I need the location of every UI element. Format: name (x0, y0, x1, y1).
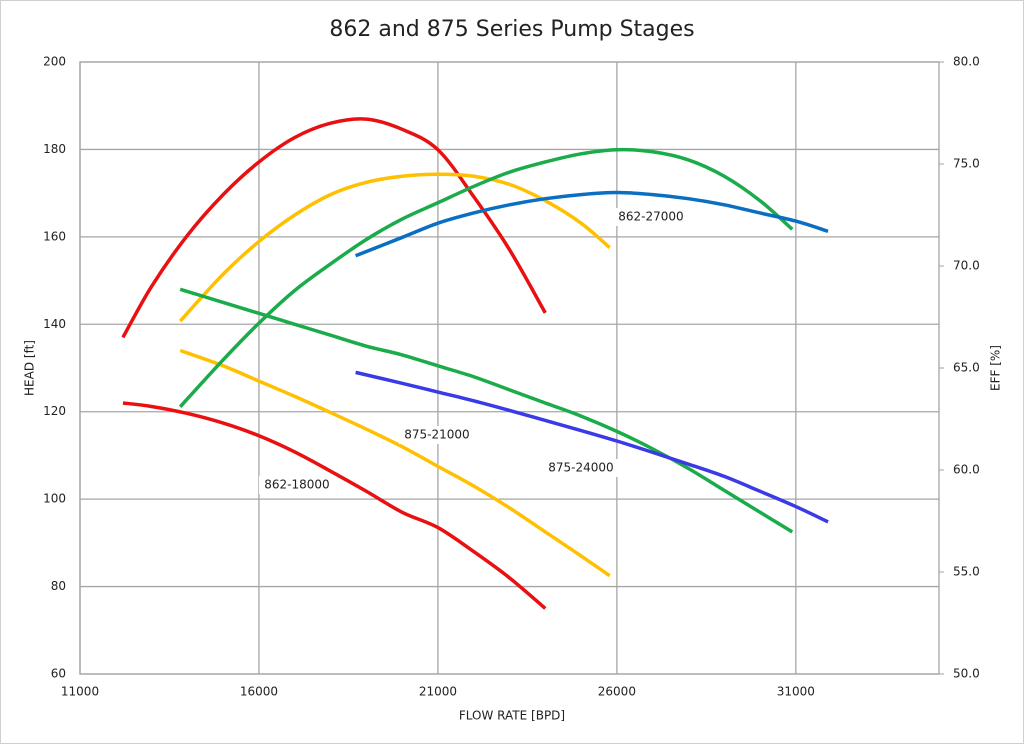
series-line (122, 401, 547, 610)
series-line (179, 287, 794, 534)
y-tick-label: 200 (43, 55, 66, 69)
y2-tick-label: 55.0 (953, 565, 980, 579)
series-line (355, 370, 829, 524)
series-line (179, 348, 611, 578)
y2-tick-label: 50.0 (953, 667, 980, 681)
x-axis-title: FLOW RATE [BPD] (459, 709, 565, 723)
chart-title: 862 and 875 Series Pump Stages (329, 17, 694, 42)
series-label: 875-24000 (548, 461, 613, 475)
y2-tick-label: 70.0 (953, 259, 980, 273)
y2-tick-label: 80.0 (953, 55, 980, 69)
series-line (178, 147, 794, 408)
label-background (399, 426, 475, 444)
y-axis-title: HEAD [ft] (23, 340, 37, 396)
y-tick-label: 120 (43, 404, 66, 418)
y2-tick-label: 75.0 (953, 157, 980, 171)
series-line (354, 190, 829, 258)
plot-frame (79, 61, 940, 675)
label-background (613, 208, 689, 226)
label-background (543, 459, 619, 477)
y2-axis-title: EFF [%] (989, 345, 1003, 391)
series-line (178, 172, 611, 323)
x-tick-label: 21000 (419, 685, 457, 699)
y2-tick-label: 65.0 (953, 361, 980, 375)
label-background (259, 476, 335, 494)
y-tick-label: 100 (43, 492, 66, 506)
series-line (121, 117, 547, 339)
x-tick-label: 31000 (777, 685, 815, 699)
y-tick-label: 140 (43, 317, 66, 331)
y-tick-label: 80 (51, 579, 66, 593)
series-label: 862-18000 (264, 478, 329, 492)
y-tick-label: 160 (43, 229, 66, 243)
y2-tick-label: 60.0 (953, 463, 980, 477)
y-tick-label: 180 (43, 142, 66, 156)
x-tick-label: 16000 (240, 685, 278, 699)
series-label: 862-27000 (618, 210, 683, 224)
y-tick-label: 60 (51, 667, 66, 681)
x-tick-label: 11000 (61, 685, 99, 699)
x-tick-label: 26000 (598, 685, 636, 699)
series-label: 875-21000 (404, 428, 469, 442)
